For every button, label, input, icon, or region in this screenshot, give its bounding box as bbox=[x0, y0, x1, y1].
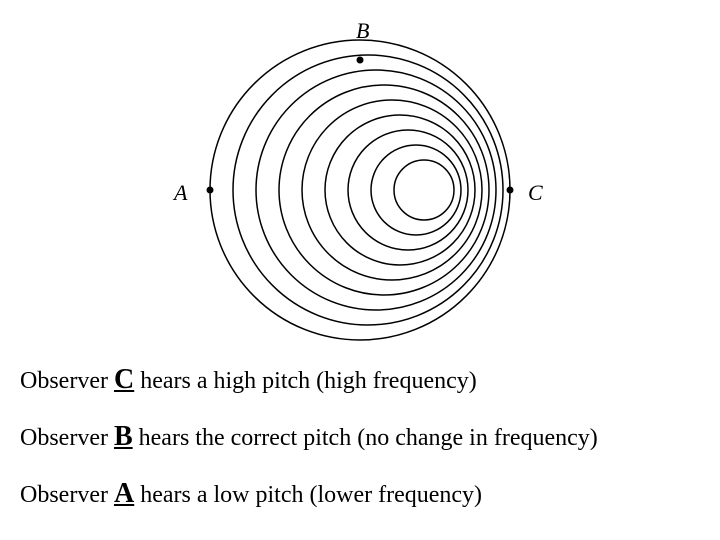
explanation-text: Observer C hears a high pitch (high freq… bbox=[20, 360, 700, 532]
wave-ring bbox=[371, 145, 461, 235]
wave-ring bbox=[302, 100, 482, 280]
observer-point-a bbox=[207, 187, 214, 194]
doppler-svg bbox=[0, 10, 720, 350]
wave-ring bbox=[348, 130, 468, 250]
observer-point-c bbox=[507, 187, 514, 194]
observer-point-b bbox=[357, 57, 364, 64]
line1-suffix: hears a high pitch (high frequency) bbox=[134, 368, 477, 394]
diagram-label-b: B bbox=[356, 18, 369, 44]
line3-suffix: hears a low pitch (lower frequency) bbox=[134, 482, 482, 508]
text-line-b: Observer B hears the correct pitch (no c… bbox=[20, 417, 700, 456]
diagram-label-a: A bbox=[174, 180, 187, 206]
wave-ring bbox=[394, 160, 454, 220]
wave-ring bbox=[233, 55, 503, 325]
line2-letter: B bbox=[114, 421, 133, 452]
text-line-c: Observer C hears a high pitch (high freq… bbox=[20, 360, 700, 399]
line1-prefix: Observer bbox=[20, 368, 114, 394]
line2-prefix: Observer bbox=[20, 425, 114, 451]
line1-letter: C bbox=[114, 364, 134, 395]
diagram-label-c: C bbox=[528, 180, 543, 206]
doppler-diagram: A B C bbox=[0, 10, 720, 350]
text-line-a: Observer A hears a low pitch (lower freq… bbox=[20, 474, 700, 513]
line2-suffix: hears the correct pitch (no change in fr… bbox=[133, 425, 598, 451]
line3-letter: A bbox=[114, 478, 134, 509]
wave-ring bbox=[210, 40, 510, 340]
wave-ring bbox=[256, 70, 496, 310]
line3-prefix: Observer bbox=[20, 482, 114, 508]
